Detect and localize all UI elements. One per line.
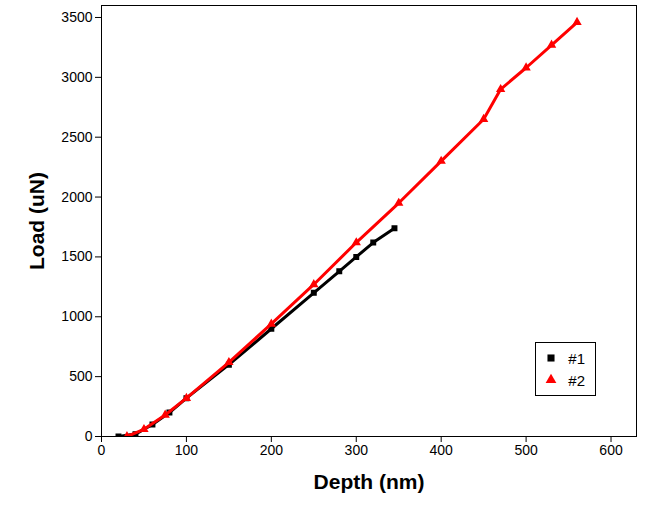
svg-text:600: 600	[599, 442, 623, 458]
svg-text:2500: 2500	[61, 129, 92, 145]
svg-text:200: 200	[260, 442, 284, 458]
svg-text:400: 400	[430, 442, 454, 458]
svg-text:1500: 1500	[61, 248, 92, 264]
svg-text:3500: 3500	[61, 9, 92, 25]
svg-text:300: 300	[345, 442, 369, 458]
svg-text:500: 500	[69, 368, 93, 384]
svg-text:0: 0	[85, 428, 93, 444]
html-text:#1: #1	[568, 349, 585, 367]
svg-text:3000: 3000	[61, 69, 92, 85]
svg-text:100: 100	[175, 442, 199, 458]
svg-text:2000: 2000	[61, 189, 92, 205]
svg-text:Depth (nm): Depth (nm)	[314, 470, 425, 493]
svg-text:Load (uN): Load (uN)	[25, 172, 48, 270]
svg-text:1000: 1000	[61, 308, 92, 324]
svg-text:500: 500	[514, 442, 538, 458]
html-text:#2: #2	[568, 371, 585, 389]
svg-text:0: 0	[98, 442, 106, 458]
